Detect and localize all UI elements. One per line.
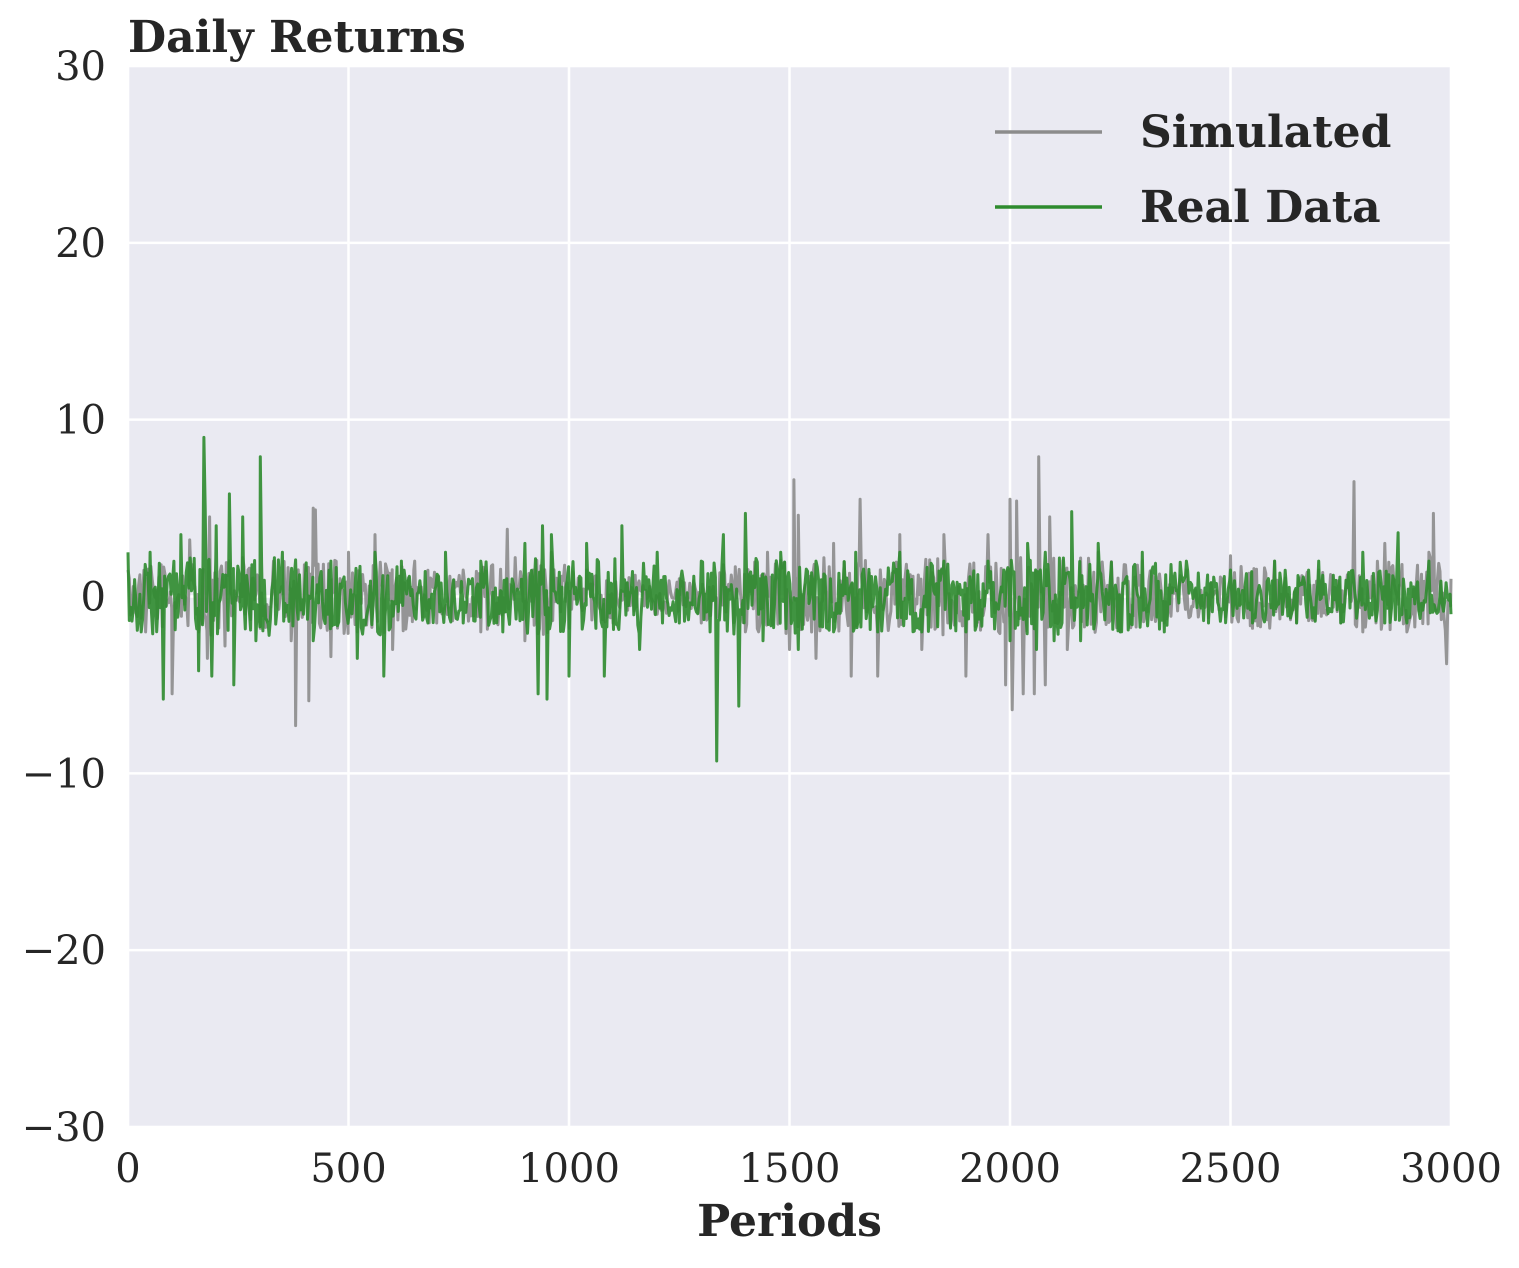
y-tick-label: 10 — [55, 398, 106, 444]
legend-label: Simulated — [1140, 107, 1391, 158]
y-tick-label: −30 — [22, 1105, 106, 1151]
series-layer — [126, 435, 1453, 763]
x-tick-label: 0 — [115, 1146, 140, 1192]
x-tick-label: 3000 — [1400, 1146, 1502, 1192]
x-axis-label: Periods — [697, 1196, 882, 1247]
legend-label: Real Data — [1140, 182, 1381, 233]
x-tick-label: 2500 — [1180, 1146, 1282, 1192]
x-tick-label: 2000 — [959, 1146, 1061, 1192]
y-tick-label: 0 — [81, 575, 106, 621]
chart-title: Daily Returns — [128, 12, 466, 63]
y-tick-label: 20 — [55, 221, 106, 267]
x-tick-label: 500 — [310, 1146, 386, 1192]
series-line-simulated — [126, 455, 1453, 728]
x-tick-label: 1000 — [518, 1146, 620, 1192]
x-tick-label: 1500 — [739, 1146, 841, 1192]
y-tick-label: 30 — [55, 44, 106, 90]
tick-labels: 0 500 1000 1500 2000 2500 3000 30 20 10 0 −10 −20 −30 — [22, 44, 1502, 1192]
y-tick-label: −10 — [22, 751, 106, 797]
y-tick-label: −20 — [22, 928, 106, 974]
series-line-real-data — [126, 435, 1453, 763]
legend: Simulated Real Data — [995, 107, 1391, 233]
